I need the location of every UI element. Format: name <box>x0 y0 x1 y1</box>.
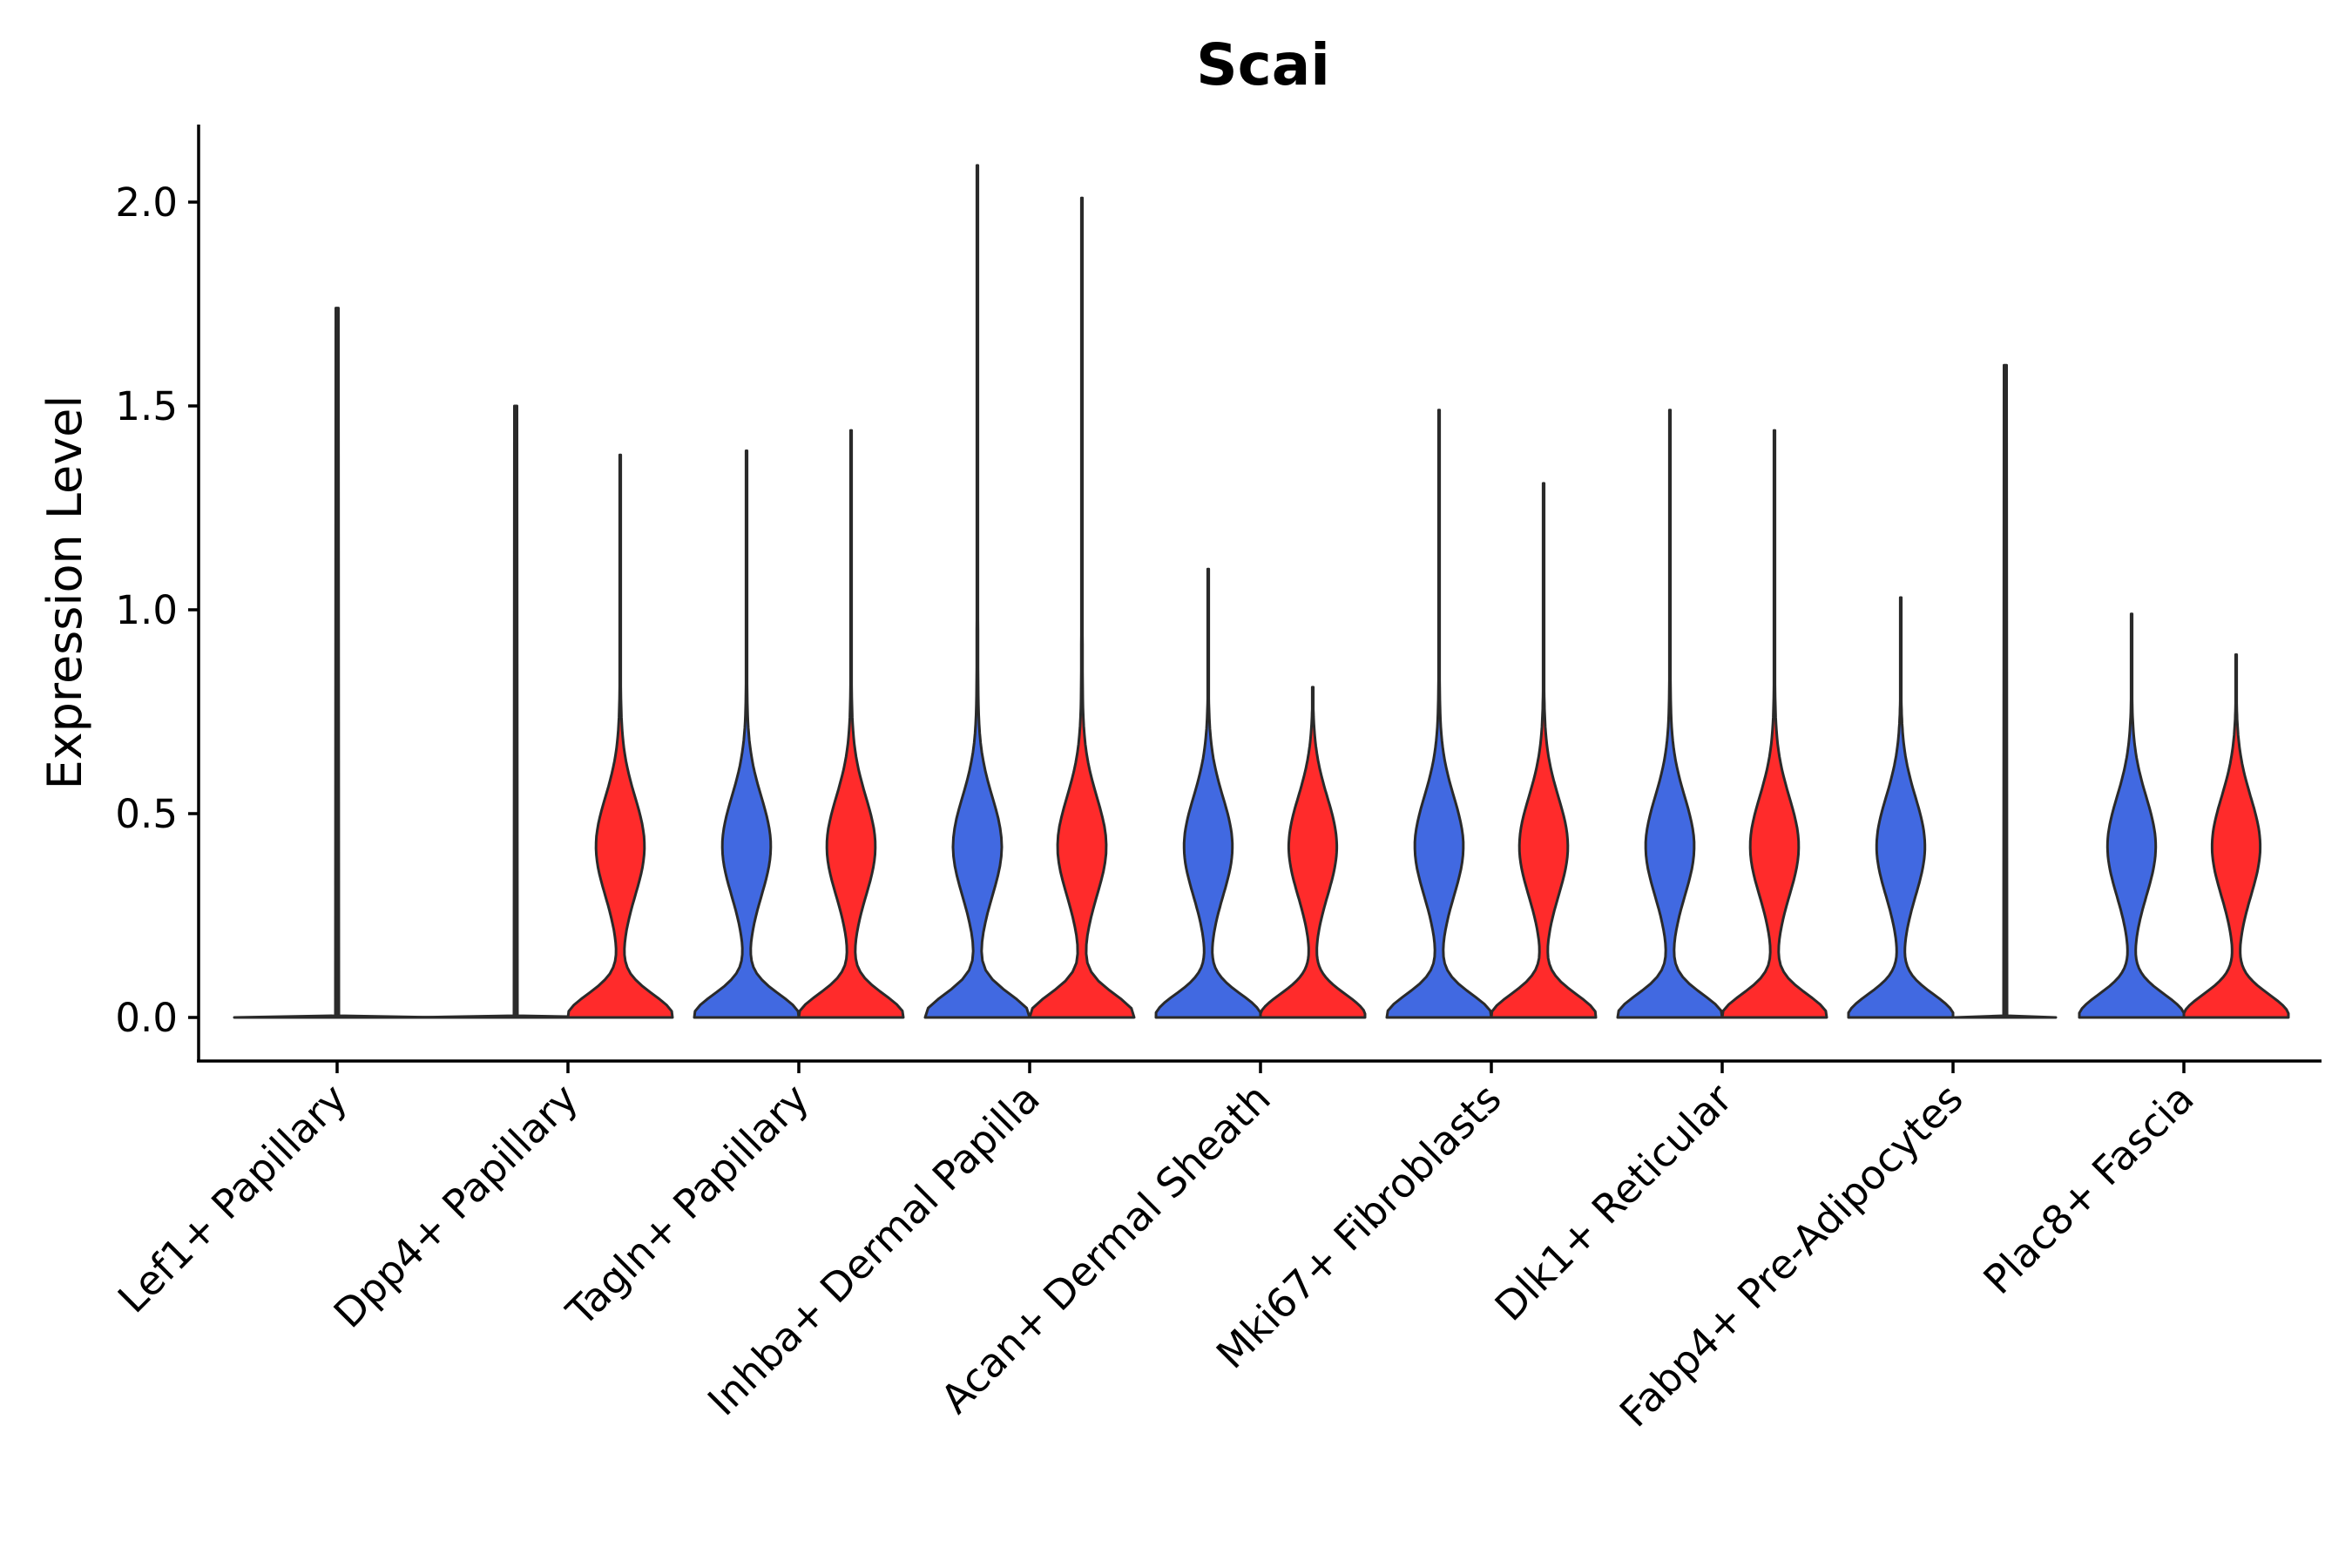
violin-group2 <box>1259 686 1367 1019</box>
violin-group1 <box>233 307 442 1019</box>
y-tick-label: 0.5 <box>115 791 178 837</box>
violin-group1 <box>923 164 1031 1019</box>
violin-group1 <box>2078 612 2186 1019</box>
violin-group2 <box>797 429 905 1019</box>
violin-group1 <box>1616 409 1724 1019</box>
y-tick-label: 2.0 <box>115 179 178 226</box>
violin-group1 <box>1385 409 1493 1019</box>
violin-layer <box>233 164 2290 1019</box>
violin-group2 <box>2182 653 2290 1019</box>
x-tick-label: Dpp4+ Papillary <box>325 1075 587 1337</box>
violin-group2 <box>1720 429 1828 1019</box>
violin-group2 <box>566 453 674 1019</box>
y-tick-label: 1.5 <box>115 383 178 429</box>
violin-group1 <box>1154 567 1262 1019</box>
violin-group1 <box>1847 596 1955 1019</box>
y-tick-label: 1.0 <box>115 587 178 633</box>
x-tick-label: Lef1+ Papillary <box>109 1075 356 1322</box>
violin-group1 <box>693 449 801 1019</box>
chart-title: Scai <box>1196 31 1330 98</box>
violin-group2 <box>1028 196 1136 1019</box>
x-tick-label: Tagln+ Papillary <box>557 1075 818 1336</box>
x-tick-label: Plac8+ Fascia <box>1974 1075 2202 1303</box>
y-tick-label: 0.0 <box>115 995 178 1041</box>
y-axis-label: Expression Level <box>37 395 92 790</box>
violin-group1 <box>411 404 620 1019</box>
violin-group2 <box>1953 363 2058 1019</box>
y-axis-ticks: 0.0 0.5 1.0 1.5 2.0 <box>115 179 199 1041</box>
violin-group2 <box>1490 482 1598 1019</box>
x-tick-label: Dlk1+ Reticular <box>1486 1075 1741 1330</box>
